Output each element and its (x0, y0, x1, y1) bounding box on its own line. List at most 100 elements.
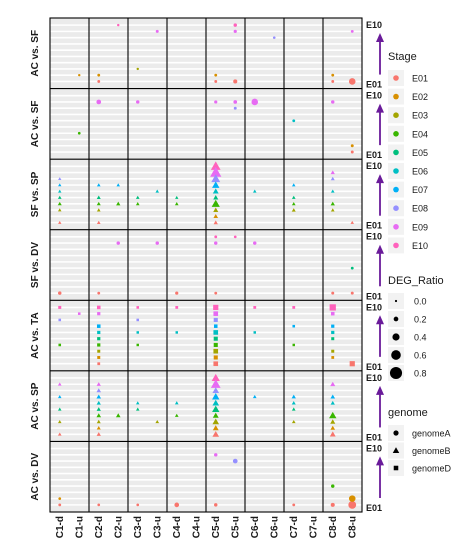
panel-strip-label: SF vs. SP (30, 171, 41, 217)
data-point (291, 407, 296, 411)
data-point (330, 502, 335, 507)
stage-arrow-head (376, 103, 384, 113)
data-point (135, 401, 140, 405)
deg-ratio-legend-label: 0.0 (414, 297, 427, 307)
data-point (330, 201, 335, 206)
stage-legend-swatch (393, 112, 399, 118)
x-tick-label: C1-d (55, 516, 66, 538)
data-point (331, 100, 335, 104)
panel-strip-label: AC vs. SF (30, 30, 41, 77)
data-point (330, 400, 335, 405)
stage-arrow-head (376, 174, 384, 184)
stage-legend-swatch (393, 224, 399, 230)
stage-axis-bottom-label: E01 (366, 503, 382, 513)
data-point (57, 407, 62, 411)
data-point (57, 420, 62, 424)
data-point (214, 291, 218, 295)
data-point (174, 502, 180, 508)
x-tick-label: C6-u (269, 516, 280, 538)
data-point (331, 349, 335, 353)
data-point (253, 306, 257, 309)
data-point (175, 331, 178, 334)
data-point (213, 324, 218, 328)
data-point (96, 394, 102, 399)
data-point (58, 183, 62, 187)
stage-legend-swatch (393, 205, 399, 211)
data-point (213, 355, 218, 360)
stage-arrow-head (376, 33, 384, 42)
data-point (115, 413, 121, 418)
data-point (96, 99, 102, 105)
data-point (57, 382, 62, 386)
data-point (136, 343, 139, 347)
data-point (96, 195, 101, 200)
data-point (331, 337, 335, 341)
stage-axis-top-label: E10 (366, 443, 382, 453)
data-point (175, 195, 179, 199)
data-point (292, 324, 296, 328)
data-point (212, 405, 220, 413)
x-tick-label: C4-d (172, 516, 183, 538)
data-point (212, 387, 220, 393)
data-point (213, 336, 218, 341)
data-point (233, 79, 238, 84)
data-point (96, 400, 101, 405)
data-point (212, 188, 219, 194)
genome-legend-swatch (393, 430, 399, 436)
data-point (96, 419, 101, 424)
data-point (136, 331, 139, 334)
data-point (175, 291, 179, 295)
stage-legend-swatch (393, 75, 399, 81)
data-point (291, 401, 296, 405)
data-point (212, 181, 220, 188)
data-point (214, 80, 218, 83)
data-point (213, 342, 218, 348)
data-point (331, 80, 335, 83)
data-point (331, 324, 335, 328)
data-point (350, 291, 354, 295)
panel-strip-label: AC vs. SF (30, 101, 41, 148)
data-point (212, 412, 219, 418)
data-point (58, 177, 62, 181)
data-point (58, 343, 62, 347)
data-point (212, 418, 220, 425)
stage-legend-label: E03 (412, 111, 428, 121)
genome-legend-label: genomeA (412, 429, 451, 439)
genome-legend-title: genome (388, 407, 428, 419)
data-point (96, 305, 101, 310)
data-point (350, 29, 354, 33)
stage-legend-swatch (393, 93, 399, 100)
data-point (350, 266, 354, 270)
x-tick-label: C2-d (94, 516, 105, 538)
data-point (331, 291, 335, 295)
stage-arrow-head (376, 244, 384, 254)
stage-arrow-head (376, 385, 384, 395)
panel-strip-label: AC vs. DV (30, 452, 41, 500)
data-point (253, 331, 256, 334)
data-point (212, 399, 220, 406)
data-point (136, 306, 140, 309)
data-point (291, 394, 296, 399)
panel-strip-label: AC vs. SP (30, 382, 41, 430)
data-point (350, 220, 355, 224)
deg-ratio-legend-label: 0.4 (414, 333, 427, 343)
stage-legend-label: E05 (412, 148, 428, 158)
data-point (210, 166, 222, 177)
data-point (330, 189, 335, 193)
data-point (97, 337, 101, 341)
data-point (57, 195, 62, 199)
data-point (136, 100, 140, 104)
data-point (330, 170, 335, 175)
deg-ratio-legend-title: DEG_Ratio (388, 275, 444, 287)
data-point (57, 208, 62, 212)
data-point (330, 381, 336, 387)
data-point (77, 312, 81, 315)
deg-ratio-legend-swatch (392, 333, 400, 341)
data-point (252, 189, 257, 193)
x-tick-label: C4-u (191, 516, 202, 538)
data-point (174, 413, 179, 417)
panel-strip-label: AC vs. TA (30, 312, 41, 359)
data-point (291, 419, 296, 424)
data-point (117, 23, 120, 27)
